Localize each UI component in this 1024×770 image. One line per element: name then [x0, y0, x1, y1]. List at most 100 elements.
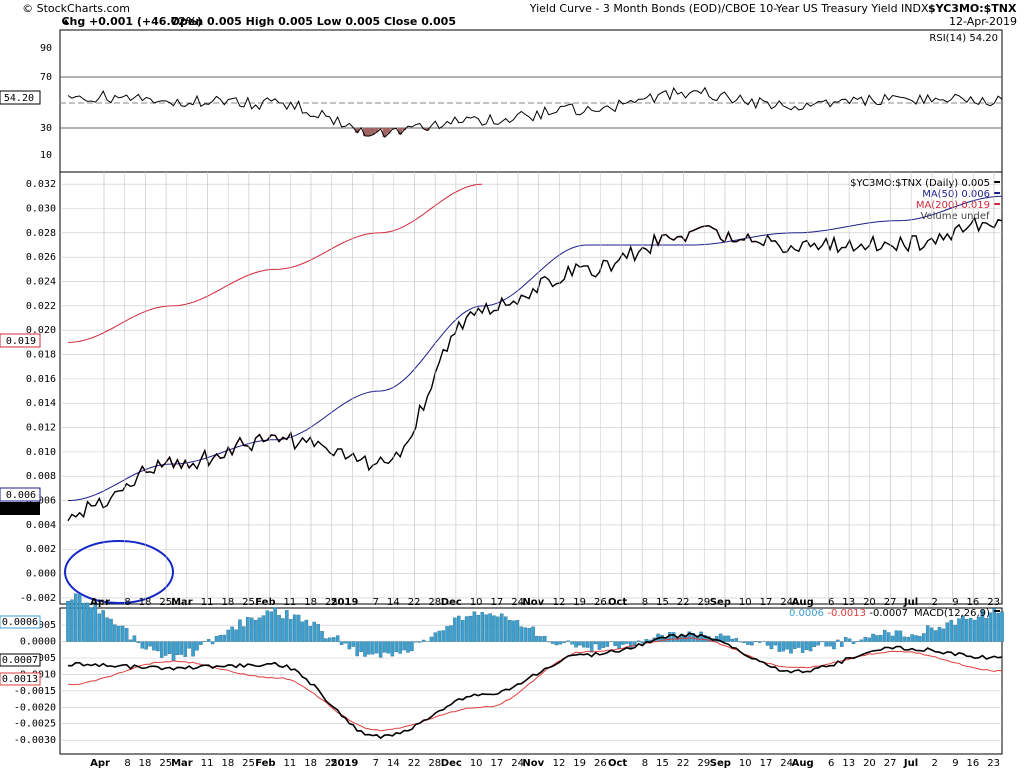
macd-histogram-bar: [554, 641, 559, 646]
ma50-line: [67, 195, 1003, 502]
date-tick-label: 17: [760, 758, 773, 769]
macd-histogram-bar: [808, 641, 813, 652]
macd-histogram-bar: [324, 638, 328, 642]
macd-histogram-bar: [206, 639, 211, 642]
legend-volume: Volume undef: [920, 211, 990, 222]
macd-histogram-bar: [472, 611, 477, 642]
macd-histogram-bar: [74, 593, 78, 642]
macd-histogram-bar: [988, 612, 993, 642]
macd-histogram-bar: [824, 641, 828, 647]
rsi-oversold-fill: [366, 128, 371, 137]
macd-histogram-bar: [97, 613, 102, 642]
macd-histogram-bar: [187, 641, 191, 649]
macd-histogram-bar: [124, 628, 129, 642]
macd-histogram-bar: [226, 629, 230, 642]
macd-histogram-bar: [902, 636, 907, 642]
macd-histogram-bar: [722, 635, 727, 642]
date-tick-label: 6: [828, 758, 834, 769]
macd-histogram-bar: [117, 625, 121, 642]
macd-histogram-bar: [863, 637, 867, 642]
macd-histogram-bar: [597, 641, 602, 650]
date-tick-label: 15: [656, 597, 669, 608]
macd-histogram-bar: [574, 641, 578, 648]
macd-histogram-bar: [871, 633, 875, 642]
rsi-oversold-fill: [370, 128, 375, 135]
macd-histogram-bar: [625, 641, 629, 644]
macd-value-label: -0.0007: [0, 655, 38, 666]
date-tick-label: 18: [139, 597, 152, 608]
macd-histogram-bar: [589, 641, 594, 653]
macd-line: [68, 632, 1003, 740]
macd-histogram-bar: [453, 617, 457, 642]
macd-histogram-bar: [929, 627, 934, 642]
macd-histogram-bar: [101, 610, 105, 642]
date-tick-label: 25: [242, 597, 255, 608]
date-tick-label: Jul: [903, 597, 918, 608]
date-tick-label: 27: [884, 597, 897, 608]
macd-histogram-bar: [843, 637, 848, 642]
date-tick-label: 2: [932, 597, 938, 608]
price-tick-label: 0.028: [26, 228, 56, 239]
date-tick-label: 22: [677, 758, 690, 769]
date-tick-label: 26: [594, 758, 607, 769]
macd-histogram-bar: [152, 641, 156, 651]
macd-histogram-bar: [312, 621, 316, 642]
macd-histogram-bar: [81, 602, 86, 642]
macd-histogram-bar: [398, 641, 402, 654]
macd-histogram-bar: [488, 613, 492, 642]
macd-histogram-bar: [910, 634, 914, 642]
date-tick-label: 11: [201, 597, 214, 608]
macd-histogram-bar: [785, 641, 789, 650]
date-tick-label: 24: [511, 597, 524, 608]
rsi-oversold-fill: [390, 128, 395, 130]
macd-legend-macd: -0.0007: [869, 608, 908, 619]
macd-histogram-bar: [113, 624, 117, 642]
macd-histogram-bar: [429, 636, 434, 642]
date-tick-label: 14: [387, 597, 400, 608]
date-tick-label: 6: [828, 597, 834, 608]
macd-histogram-bar: [308, 626, 313, 642]
macd-histogram-bar: [390, 641, 395, 657]
date-tick-label: 8: [642, 758, 648, 769]
macd-histogram-bar: [750, 641, 754, 646]
price-tick-label: 0.004: [26, 520, 56, 531]
macd-histogram-bar: [605, 641, 610, 647]
date-tick-label: 18: [221, 597, 234, 608]
macd-histogram-bar: [507, 620, 512, 642]
date-tick-label: 15: [656, 758, 669, 769]
macd-histogram-bar: [773, 641, 778, 646]
macd-histogram-bar: [414, 641, 418, 643]
date-tick-label: 8: [642, 597, 648, 608]
macd-histogram-bar: [93, 604, 98, 642]
macd-histogram-bar: [359, 641, 363, 652]
macd-histogram-bar: [879, 634, 883, 642]
ma200-value-box: [0, 333, 41, 348]
macd-histogram-bar: [234, 629, 238, 642]
date-tick-label: 23: [987, 758, 1000, 769]
macd-histogram-bar: [953, 624, 957, 642]
provider-label: © StockCharts.com: [22, 2, 130, 15]
date-tick-label: 22: [677, 597, 690, 608]
date-label: 12-Apr-2019: [949, 15, 1017, 28]
macd-histogram-bar: [601, 641, 606, 648]
macd-histogram-bar: [828, 641, 832, 647]
price-tick-label: 0.002: [26, 544, 56, 555]
price-tick-label: 0.014: [26, 398, 56, 409]
macd-histogram-bar: [140, 641, 145, 649]
macd-histogram-bar: [378, 641, 383, 658]
macd-histogram-bar: [968, 618, 973, 642]
macd-histogram-bar: [441, 630, 445, 642]
date-tick-label: 10: [470, 758, 483, 769]
macd-histogram-bar: [769, 641, 774, 650]
price-panel: 0.032 0.030 0.028 0.026 0.024 0.022 0.020 0.018…: [0, 171, 1003, 605]
ma200-line: [67, 183, 483, 343]
macd-histogram-bar: [484, 614, 488, 642]
date-tick-label: Sep: [710, 758, 731, 769]
rsi-oversold-fill: [374, 128, 379, 133]
macd-histogram-bar: [640, 641, 645, 644]
legend-ma50: MA(50) 0.006: [922, 189, 990, 200]
macd-histogram-bar: [335, 635, 340, 642]
date-tick-label: 10: [739, 597, 752, 608]
macd-histogram-bar: [144, 641, 148, 650]
